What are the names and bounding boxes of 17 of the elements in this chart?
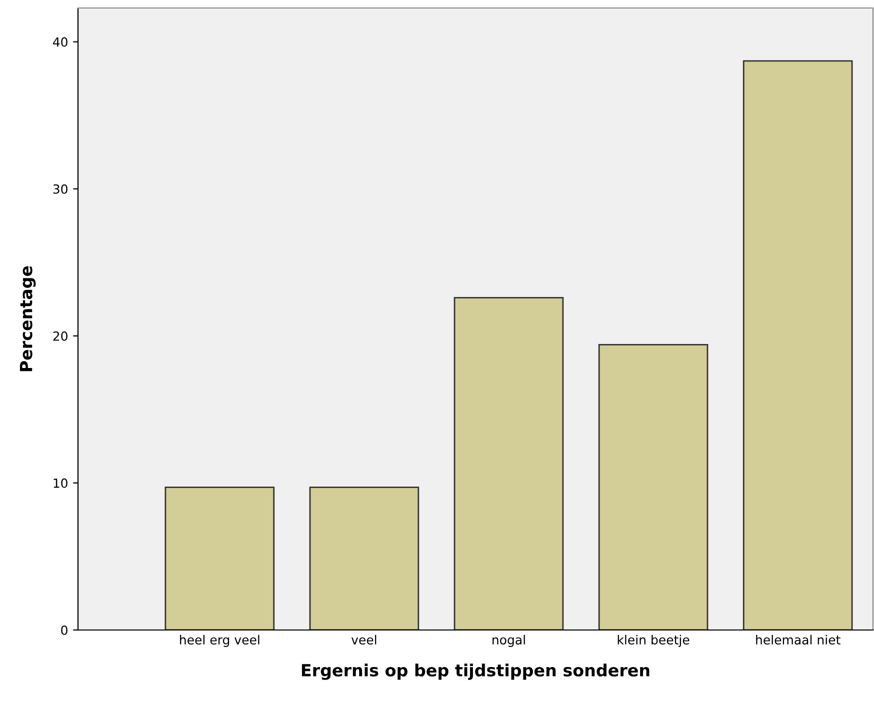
- x-axis-title: Ergernis op bep tijdstippen sonderen: [302, 664, 650, 680]
- bar: [164, 486, 275, 630]
- x-tick-label: klein beetje: [618, 634, 690, 647]
- bar: [309, 486, 420, 630]
- bar: [454, 296, 564, 630]
- y-tick-label: 20: [53, 331, 68, 341]
- y-tick-label: 30: [53, 184, 68, 194]
- x-tick-label: helemaal niet: [756, 634, 840, 645]
- bar: [742, 60, 853, 630]
- y-axis-title: Percentage: [20, 266, 36, 372]
- y-tick-label: 40: [52, 37, 68, 47]
- bar: [598, 344, 708, 630]
- y-tick-label: 10: [54, 478, 68, 488]
- x-tick-label: heel erg veel: [180, 634, 260, 647]
- y-tick-label: 0: [61, 625, 68, 635]
- x-tick-label: veel: [351, 634, 376, 645]
- x-tick-label: nogal: [492, 634, 525, 647]
